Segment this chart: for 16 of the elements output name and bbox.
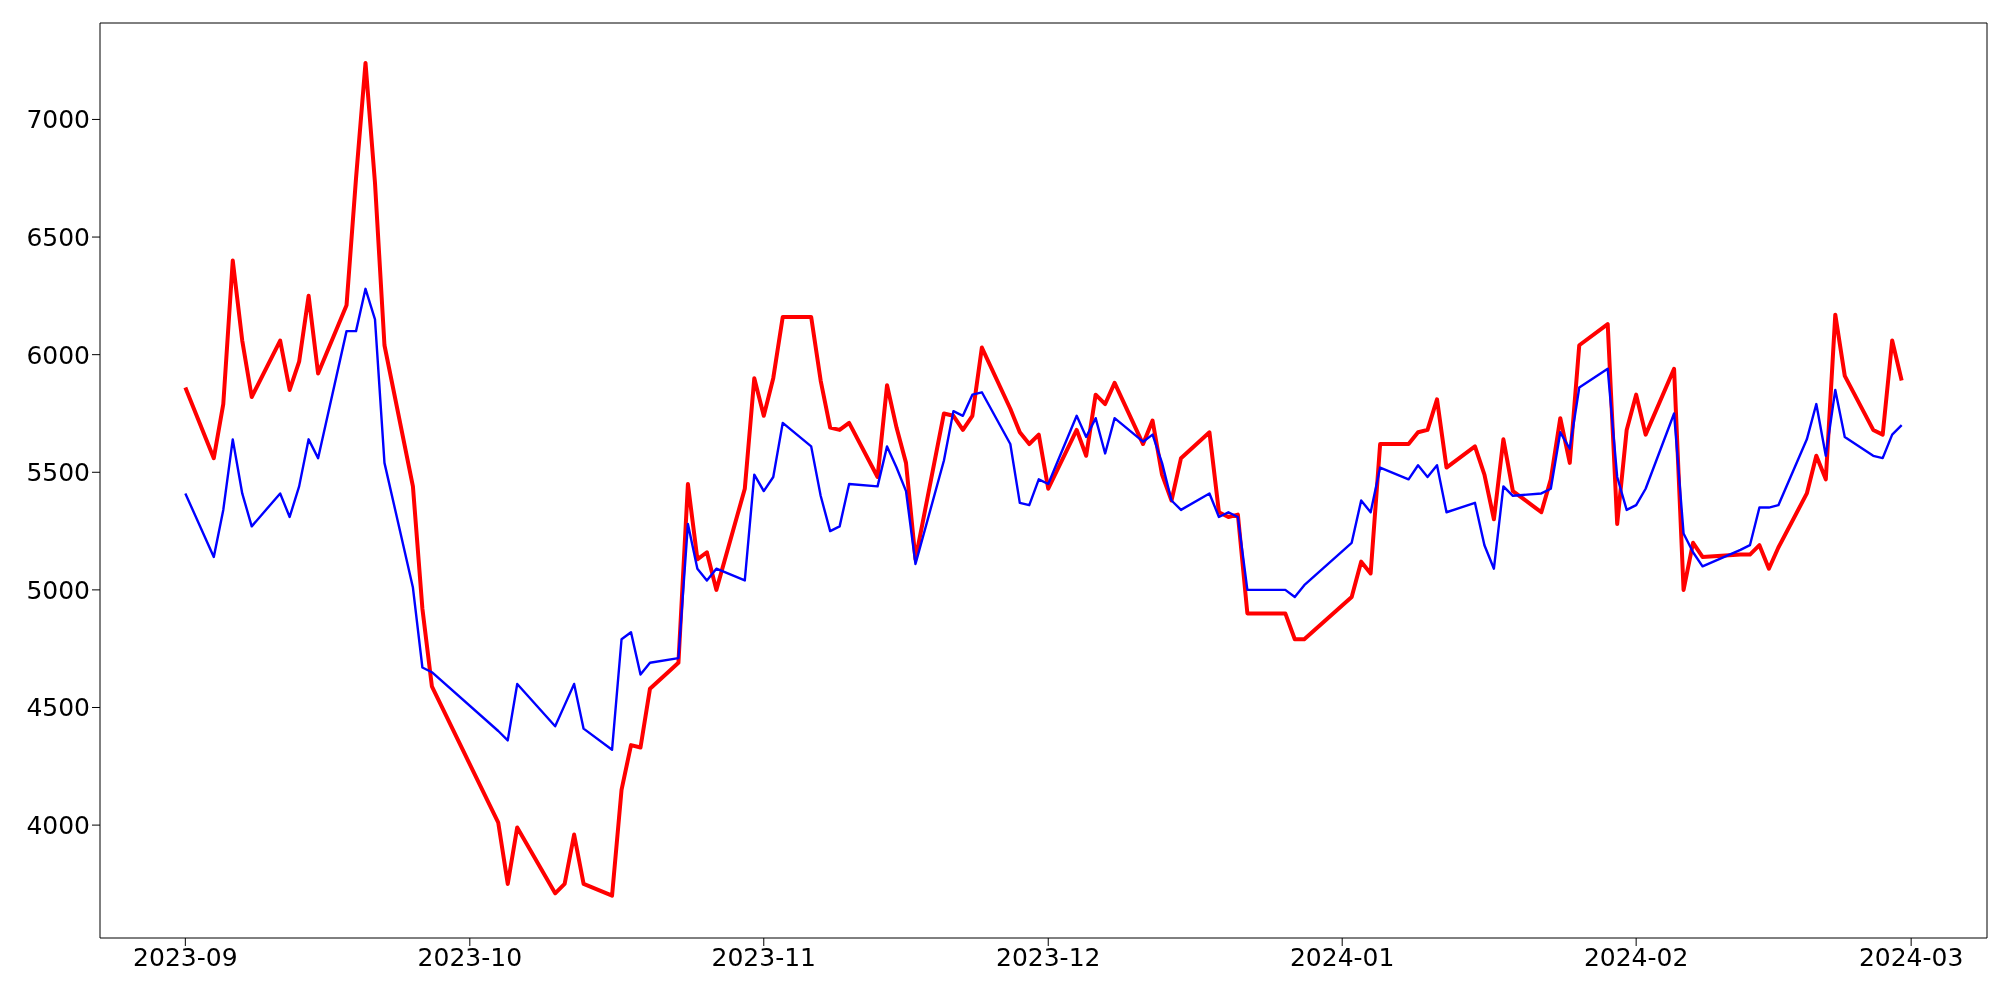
line-series — [184, 287, 1903, 752]
y-tick-label: 4000 — [26, 810, 90, 840]
y-tick-label: 6000 — [26, 340, 90, 370]
x-tick-label: 2023-10 — [417, 942, 523, 972]
line-series — [183, 60, 1904, 898]
x-tick-label: 2023-09 — [133, 942, 238, 972]
y-tick-label: 6500 — [26, 222, 90, 252]
y-tick-label: 5500 — [26, 458, 90, 488]
x-tick-label: 2024-02 — [1583, 942, 1689, 972]
x-tick-label: 2024-03 — [1858, 942, 1964, 972]
x-tick-label: 2023-11 — [711, 942, 816, 972]
y-tick-label: 4500 — [26, 693, 90, 723]
y-tick-label: 7000 — [26, 105, 90, 135]
x-tick-label: 2023-12 — [996, 942, 1101, 972]
x-tick-label: 2024-01 — [1289, 942, 1395, 972]
y-tick-label: 5000 — [26, 575, 90, 605]
